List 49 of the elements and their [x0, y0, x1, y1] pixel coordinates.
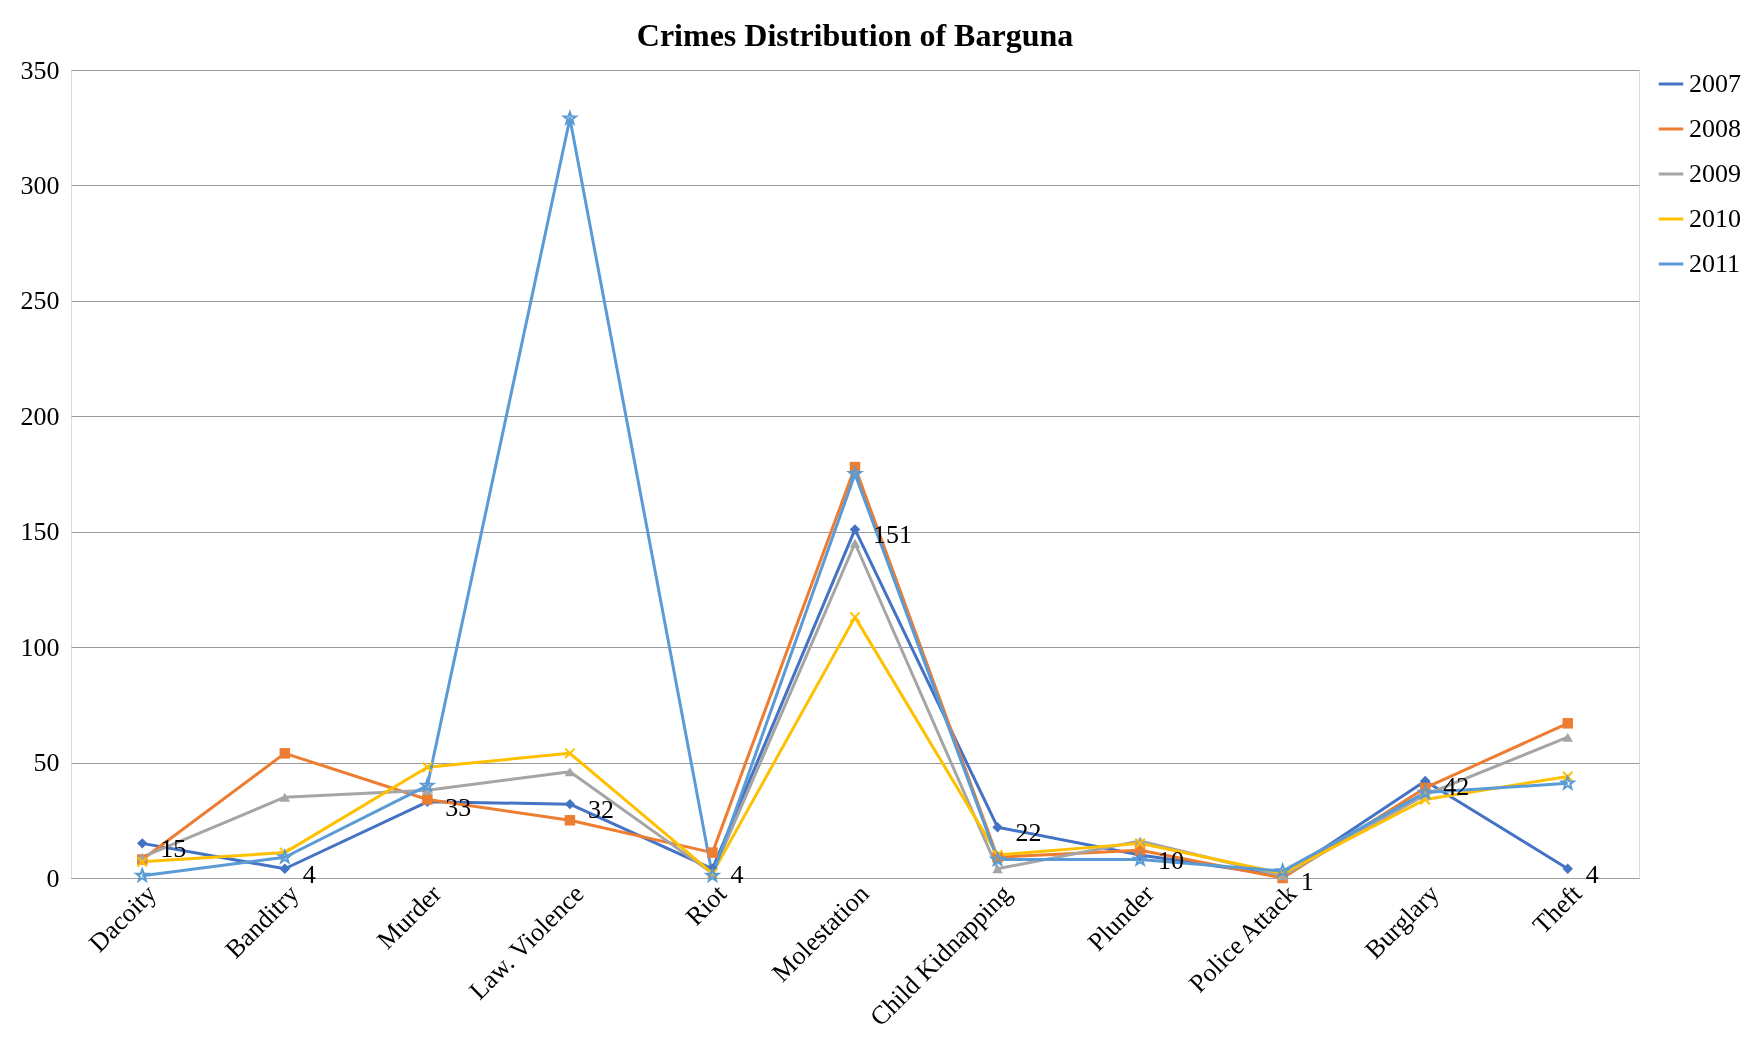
- x-tick-label: Riot: [679, 878, 733, 932]
- point: [421, 761, 434, 773]
- y-tick-label: 50: [33, 748, 60, 778]
- point: [1133, 852, 1148, 866]
- legend-label: 2007: [1689, 69, 1741, 98]
- point: [564, 747, 576, 760]
- point: [1275, 863, 1290, 878]
- point: [137, 838, 148, 849]
- point: [1562, 863, 1573, 875]
- y-tick-label: 200: [20, 401, 60, 431]
- data-label: 4: [1585, 859, 1599, 889]
- point: [849, 538, 861, 548]
- point: [564, 815, 576, 826]
- data-label: 4: [302, 859, 316, 889]
- legend-label: 2009: [1689, 159, 1741, 188]
- y-tick-label: 100: [20, 632, 60, 662]
- point: [135, 868, 150, 882]
- point: [707, 847, 718, 858]
- point: [847, 466, 863, 481]
- y-tick-label: 150: [20, 517, 60, 547]
- point: [279, 792, 291, 802]
- data-label: 32: [587, 795, 614, 825]
- legend-label: 2011: [1689, 249, 1741, 278]
- point: [562, 111, 577, 125]
- point: [1560, 776, 1575, 790]
- legend-label: 2010: [1689, 204, 1741, 233]
- point: [277, 849, 292, 864]
- point: [564, 798, 576, 810]
- point: [279, 863, 291, 875]
- data-label: 4: [730, 859, 744, 889]
- point: [279, 748, 291, 759]
- chart-title: Crimes Distribution of Barguna: [636, 17, 1074, 53]
- point: [420, 778, 435, 792]
- point: [1419, 793, 1431, 806]
- y-tick-label: 300: [20, 170, 60, 200]
- point: [1418, 785, 1433, 799]
- point: [1562, 732, 1573, 742]
- y-tick-label: 350: [20, 55, 60, 85]
- data-label: 1: [1300, 866, 1314, 896]
- point: [1134, 837, 1146, 850]
- point: [849, 524, 861, 535]
- point: [1562, 718, 1573, 729]
- legend-label: 2008: [1689, 114, 1741, 143]
- point: [849, 611, 861, 623]
- data-label: 10: [1158, 845, 1185, 875]
- point: [992, 864, 1003, 874]
- y-tick-label: 250: [20, 286, 60, 316]
- y-tick-label: 0: [46, 863, 60, 893]
- point: [992, 821, 1003, 833]
